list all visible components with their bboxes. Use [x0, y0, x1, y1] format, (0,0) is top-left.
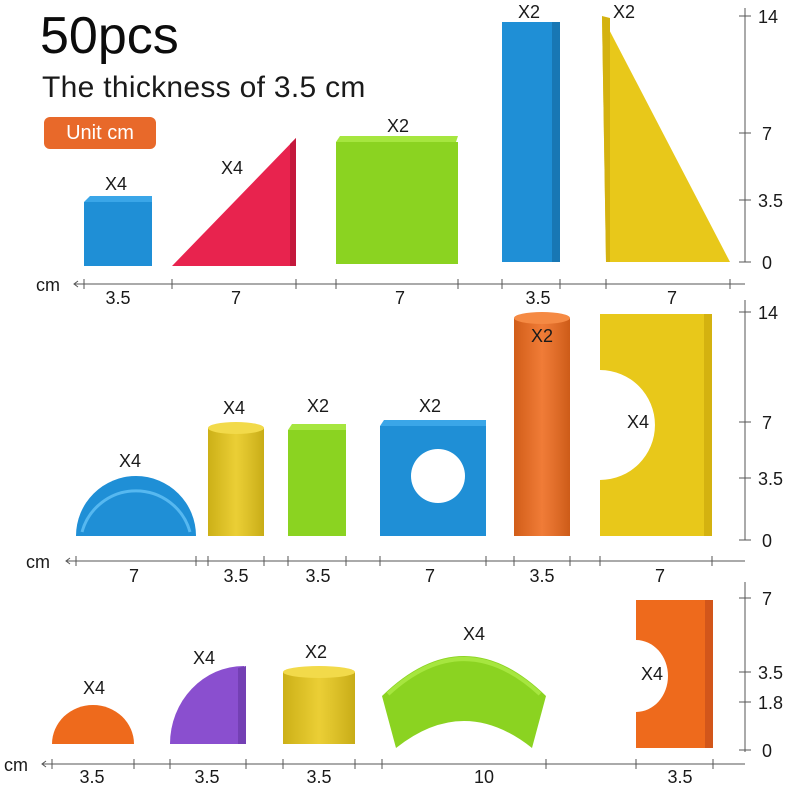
unit-badge: Unit cm	[44, 117, 156, 149]
orange-half-circle-block	[52, 705, 134, 744]
axis-tick-label: 0	[762, 253, 772, 273]
width-label: 3.5	[306, 767, 331, 787]
width-label: 3.5	[223, 566, 248, 586]
row-3: 7 3.5 1.8 0 cm 3.5 3.5 3.5 10 3.5 X4 X4 …	[4, 582, 783, 787]
green-curved-arch-block	[382, 656, 546, 748]
quantity-label: X2	[613, 2, 635, 22]
width-label: 3.5	[105, 288, 130, 308]
row-1: 14 7 3.5 0 cm 3.5 7 7 3.5 7 X4 X4 X2 X2 …	[36, 2, 783, 308]
axis-tick-label: 7	[762, 124, 772, 144]
width-label: 3.5	[667, 767, 692, 787]
width-label: 10	[474, 767, 494, 787]
quantity-label: X4	[105, 174, 127, 194]
red-triangle-block	[172, 138, 296, 266]
quantity-label: X4	[463, 624, 485, 644]
axis-tick-label: 0	[762, 741, 772, 761]
quantity-label: X2	[387, 116, 409, 136]
quantity-label: X2	[419, 396, 441, 416]
width-label: 3.5	[305, 566, 330, 586]
yellow-cylinder-block	[208, 422, 264, 536]
blue-pillar-block	[502, 22, 560, 262]
quantity-label: X4	[223, 398, 245, 418]
baseline-arrow	[65, 557, 71, 565]
width-label: 7	[655, 566, 665, 586]
axis-tick-label: 0	[762, 531, 772, 551]
row-2: 14 7 3.5 0 cm 7 3.5 3.5 7 3.5 7 X4 X4 X2…	[26, 300, 783, 586]
quantity-label: X4	[119, 451, 141, 471]
orange-small-arch-block	[636, 600, 713, 748]
green-rectangle-block	[288, 424, 346, 536]
baseline-arrow	[73, 280, 79, 288]
quantity-label: X4	[641, 664, 663, 684]
yellow-short-cylinder-block	[283, 666, 355, 744]
unit-label: cm	[36, 275, 60, 295]
quantity-label: X2	[518, 2, 540, 22]
quantity-label: X4	[193, 648, 215, 668]
yellow-tall-triangle-block	[602, 16, 730, 262]
axis-tick-label: 14	[758, 7, 778, 27]
orange-tall-cylinder-block	[514, 312, 570, 536]
width-label: 7	[395, 288, 405, 308]
blue-half-circle-block	[76, 476, 196, 536]
width-label: 7	[231, 288, 241, 308]
width-label: 7	[425, 566, 435, 586]
yellow-arch-block	[600, 314, 712, 536]
width-label: 3.5	[525, 288, 550, 308]
width-label: 7	[667, 288, 677, 308]
axis-tick-label: 3.5	[758, 663, 783, 683]
axis-tick-label: 1.8	[758, 693, 783, 713]
quantity-label: X2	[305, 642, 327, 662]
width-label: 3.5	[79, 767, 104, 787]
width-label: 3.5	[529, 566, 554, 586]
width-label: 3.5	[194, 767, 219, 787]
quantity-label: X4	[221, 158, 243, 178]
purple-quarter-circle-block	[170, 666, 246, 744]
thickness-subtitle: The thickness of 3.5 cm	[42, 71, 366, 104]
blue-square-with-hole-block	[380, 420, 486, 536]
axis-tick-label: 7	[762, 589, 772, 609]
unit-label: cm	[4, 755, 28, 775]
quantity-label: X2	[307, 396, 329, 416]
axis-tick-label: 7	[762, 413, 772, 433]
quantity-label: X4	[627, 412, 649, 432]
axis-tick-label: 3.5	[758, 191, 783, 211]
blue-square-block	[84, 196, 152, 266]
green-square-block	[336, 136, 458, 264]
axis-tick-label: 14	[758, 303, 778, 323]
page-title: 50pcs	[40, 7, 179, 65]
width-label: 7	[129, 566, 139, 586]
quantity-label: X4	[83, 678, 105, 698]
unit-label: cm	[26, 552, 50, 572]
axis-tick-label: 3.5	[758, 469, 783, 489]
baseline-arrow	[41, 760, 47, 768]
quantity-label: X2	[531, 326, 553, 346]
